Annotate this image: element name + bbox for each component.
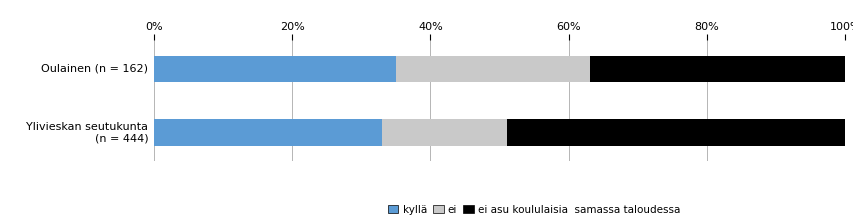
Bar [154,56,396,82]
Bar [589,56,844,82]
Bar [381,119,506,146]
Bar [154,119,381,146]
Bar [396,56,589,82]
Bar [506,119,844,146]
Legend: kyllä, ei, ei asu koululaisia  samassa taloudessa: kyllä, ei, ei asu koululaisia samassa ta… [384,201,683,219]
